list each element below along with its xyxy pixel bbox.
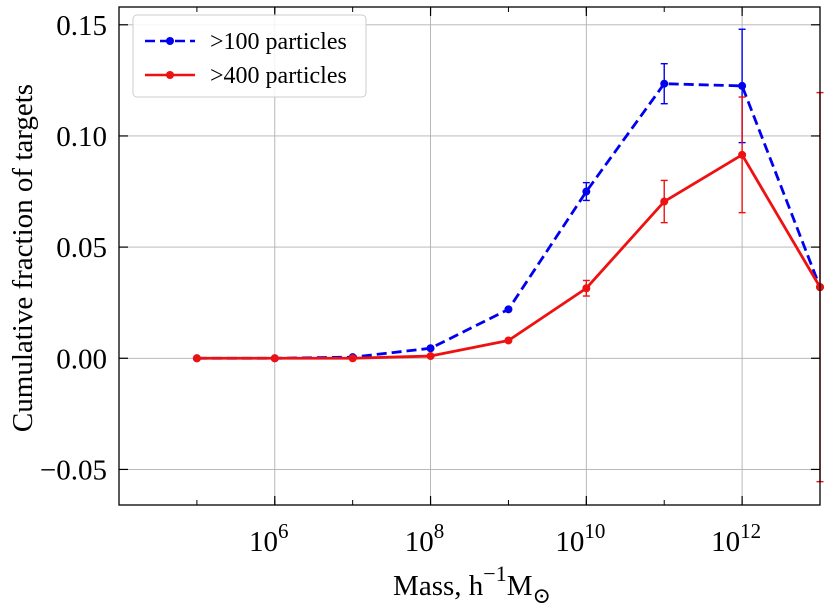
series-line-1 bbox=[196, 153, 822, 360]
data-point-0-5 bbox=[582, 187, 591, 196]
x-tick-label-1: 108 bbox=[405, 519, 445, 558]
legend-box bbox=[132, 14, 367, 98]
y-tick-label-2: 0.05 bbox=[56, 232, 107, 264]
data-point-0-6 bbox=[660, 79, 669, 88]
data-point-1-3 bbox=[426, 352, 435, 361]
x-axis-label-main: Mass, h bbox=[393, 570, 484, 602]
data-point-0-4 bbox=[504, 305, 513, 314]
legend: >100 particles >400 particles bbox=[132, 14, 367, 98]
y-tick-label-3: 0.10 bbox=[56, 121, 107, 153]
x-tick-label-exp-3: 12 bbox=[740, 519, 761, 543]
x-axis-label-sub: ⊙ bbox=[533, 583, 551, 608]
legend-label-0: >100 particles bbox=[210, 29, 347, 55]
plot-frame bbox=[118, 6, 821, 506]
legend-label-1: >400 particles bbox=[210, 63, 347, 89]
x-tick-label-base-2: 10 bbox=[555, 526, 584, 558]
x-tick-label-base-3: 10 bbox=[711, 526, 740, 558]
series-line-0 bbox=[196, 82, 822, 360]
data-point-1-2 bbox=[348, 354, 357, 363]
x-tick-label-base-1: 10 bbox=[405, 526, 434, 558]
x-tick-label-2: 1010 bbox=[555, 519, 605, 558]
data-point-1-4 bbox=[504, 336, 513, 345]
data-point-1-0 bbox=[192, 354, 201, 363]
x-tick-label-0: 106 bbox=[249, 519, 289, 558]
y-tick-label-4: 0.15 bbox=[56, 10, 107, 42]
y-tick-label-1: 0.00 bbox=[56, 343, 107, 375]
x-tick-label-exp-0: 6 bbox=[278, 519, 289, 543]
data-point-0-7 bbox=[738, 81, 747, 90]
data-point-1-7 bbox=[738, 150, 747, 159]
data-point-0-3 bbox=[426, 344, 435, 353]
legend-marker-1 bbox=[166, 71, 174, 79]
data-point-1-5 bbox=[582, 284, 591, 293]
x-tick-label-3: 1012 bbox=[711, 519, 761, 558]
x-tick-label-base-0: 10 bbox=[249, 526, 278, 558]
series-1 bbox=[192, 91, 824, 483]
data-point-1-1 bbox=[270, 354, 279, 363]
x-tick-label-exp-2: 10 bbox=[584, 519, 605, 543]
legend-marker-0 bbox=[166, 37, 174, 45]
y-axis-label: Cumulative fraction of targets bbox=[7, 84, 39, 432]
x-axis-label-unit: M bbox=[507, 570, 533, 602]
x-axis-label-sup: −1 bbox=[483, 561, 506, 586]
x-tick-label-exp-1: 8 bbox=[434, 519, 445, 543]
data-point-1-6 bbox=[660, 197, 669, 206]
x-axis-label: Mass, h−1M⊙ bbox=[393, 561, 551, 608]
y-tick-label-0: −0.05 bbox=[40, 454, 107, 486]
